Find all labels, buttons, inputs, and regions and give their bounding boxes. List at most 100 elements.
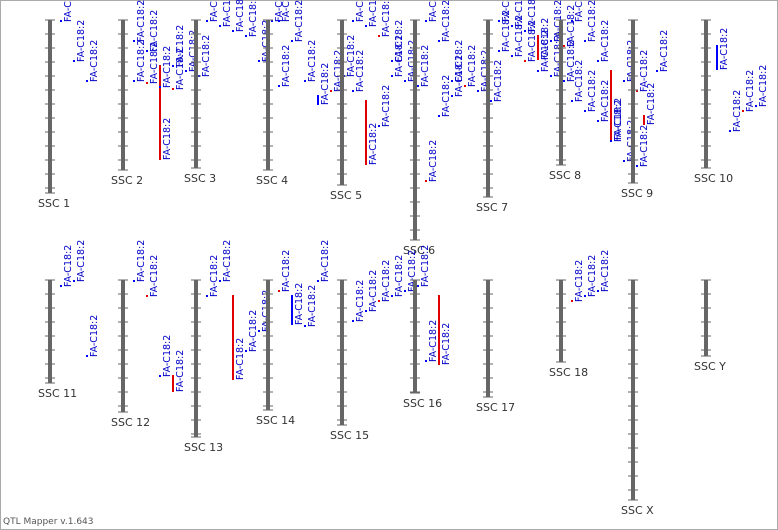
qtl-bar bbox=[597, 290, 599, 292]
chromosome-name: SSC 3 bbox=[184, 172, 216, 185]
qtl-label: FA-C18:2 bbox=[162, 46, 173, 88]
qtl-label: FA-C18:2 bbox=[281, 0, 292, 22]
qtl-bar bbox=[86, 80, 88, 82]
qtl-label: FA-C18:2 bbox=[248, 310, 259, 352]
chromosome bbox=[559, 20, 563, 165]
qtl-bar bbox=[610, 70, 612, 140]
qtl-label: FA-C18:2 bbox=[281, 45, 292, 87]
qtl-bar bbox=[550, 40, 552, 42]
qtl-bar bbox=[206, 295, 208, 297]
qtl-bar bbox=[60, 20, 62, 22]
chromosome bbox=[48, 20, 52, 193]
qtl-label: FA-C18:2 bbox=[368, 0, 379, 27]
qtl-label: FA-C18:2 bbox=[136, 0, 147, 42]
qtl-label: FA-C18:2 bbox=[394, 255, 405, 297]
qtl-bar bbox=[232, 30, 234, 32]
qtl-bar bbox=[417, 85, 419, 87]
chromosome bbox=[121, 280, 125, 412]
qtl-label: FA-C18:2 bbox=[209, 255, 220, 297]
qtl-label: FA-C18:2 bbox=[441, 323, 452, 365]
qtl-bar bbox=[537, 35, 539, 60]
qtl-label: FA-C18:2 bbox=[188, 30, 199, 72]
chromosome bbox=[48, 280, 52, 383]
qtl-label: FA-C18:2 bbox=[136, 40, 147, 82]
qtl-bar bbox=[291, 295, 293, 325]
chromosome-name: SSC 15 bbox=[330, 429, 369, 442]
qtl-bar bbox=[755, 105, 757, 107]
qtl-bar bbox=[206, 20, 208, 22]
qtl-bar bbox=[636, 90, 638, 92]
qtl-label: FA-C18:2 bbox=[527, 0, 538, 32]
qtl-bar bbox=[185, 70, 187, 72]
qtl-bar bbox=[716, 45, 718, 70]
qtl-bar bbox=[146, 82, 148, 84]
qtl-bar bbox=[291, 40, 293, 42]
qtl-label: FA-C18:2 bbox=[307, 40, 318, 82]
qtl-label: FA-C18:2 bbox=[63, 0, 74, 22]
qtl-bar bbox=[404, 290, 406, 292]
qtl-bar bbox=[133, 80, 135, 82]
qtl-bar bbox=[365, 100, 367, 165]
chromosome-name: SSC 8 bbox=[549, 169, 581, 182]
chromosome-name: SSC 18 bbox=[549, 366, 588, 379]
qtl-bar bbox=[563, 80, 565, 82]
qtl-bar bbox=[73, 280, 75, 282]
qtl-label: FA-C18:2 bbox=[587, 255, 598, 297]
qtl-label: FA-C18:2 bbox=[333, 50, 344, 92]
qtl-label: FA-C18:2 bbox=[574, 60, 585, 102]
qtl-bar bbox=[278, 85, 280, 87]
qtl-bar bbox=[172, 88, 174, 90]
qtl-bar bbox=[438, 115, 440, 117]
qtl-bar bbox=[417, 285, 419, 287]
qtl-label: FA-C18:2 bbox=[501, 10, 512, 52]
qtl-label: FA-C18:2 bbox=[428, 320, 439, 362]
qtl-label: FA-C18:2 bbox=[600, 20, 611, 62]
qtl-bar bbox=[524, 60, 526, 62]
qtl-label: FA-C18:2 bbox=[201, 35, 212, 77]
qtl-label: FA-C18:2 bbox=[553, 35, 564, 77]
chromosome bbox=[486, 20, 490, 197]
qtl-label: FA-C18:2 bbox=[175, 48, 186, 90]
chromosome bbox=[631, 280, 635, 500]
qtl-label: FA-C18:2 bbox=[613, 100, 624, 142]
qtl-label: FA-C18:2 bbox=[381, 85, 392, 127]
qtl-label: FA-C18:2 bbox=[428, 0, 439, 22]
qtl-label: FA-C18:2 bbox=[281, 250, 292, 292]
qtl-bar bbox=[352, 320, 354, 322]
qtl-bar bbox=[278, 290, 280, 292]
qtl-bar bbox=[404, 80, 406, 82]
chromosome bbox=[194, 280, 198, 437]
qtl-bar bbox=[172, 375, 174, 392]
qtl-label: FA-C18:2 bbox=[63, 245, 74, 287]
qtl-label: FA-C18:2 bbox=[368, 270, 379, 312]
qtl-label: FA-C18:2 bbox=[639, 125, 650, 167]
chromosome bbox=[194, 20, 198, 168]
qtl-bar bbox=[571, 100, 573, 102]
qtl-label: FA-C18:2 bbox=[527, 20, 538, 62]
qtl-label: FA-C18:2 bbox=[162, 335, 173, 377]
qtl-bar bbox=[524, 30, 526, 32]
chromosome-name: SSC 10 bbox=[694, 172, 733, 185]
qtl-label: FA-C18:2 bbox=[346, 35, 357, 77]
qtl-label: FA-C18:2 bbox=[467, 45, 478, 87]
chromosome-name: SSC 16 bbox=[403, 397, 442, 410]
qtl-label: FA-C18:2 bbox=[553, 0, 564, 42]
qtl-bar bbox=[729, 130, 731, 132]
qtl-bar bbox=[511, 55, 513, 57]
qtl-label: FA-C18:2 bbox=[454, 40, 465, 82]
qtl-label: FA-C18:2 bbox=[566, 40, 577, 82]
qtl-bar bbox=[133, 280, 135, 282]
qtl-label: FA-C18:2 bbox=[149, 10, 160, 52]
qtl-label: FA-C18:2 bbox=[407, 40, 418, 82]
qtl-bar bbox=[172, 65, 174, 67]
qtl-bar bbox=[352, 20, 354, 22]
chromosome bbox=[486, 280, 490, 397]
qtl-bar bbox=[146, 50, 148, 52]
qtl-bar bbox=[378, 125, 380, 127]
qtl-bar bbox=[86, 355, 88, 357]
qtl-bar bbox=[378, 35, 380, 37]
qtl-label: FA-C18:2 bbox=[540, 30, 551, 72]
qtl-bar bbox=[391, 295, 393, 297]
qtl-bar bbox=[438, 295, 440, 365]
